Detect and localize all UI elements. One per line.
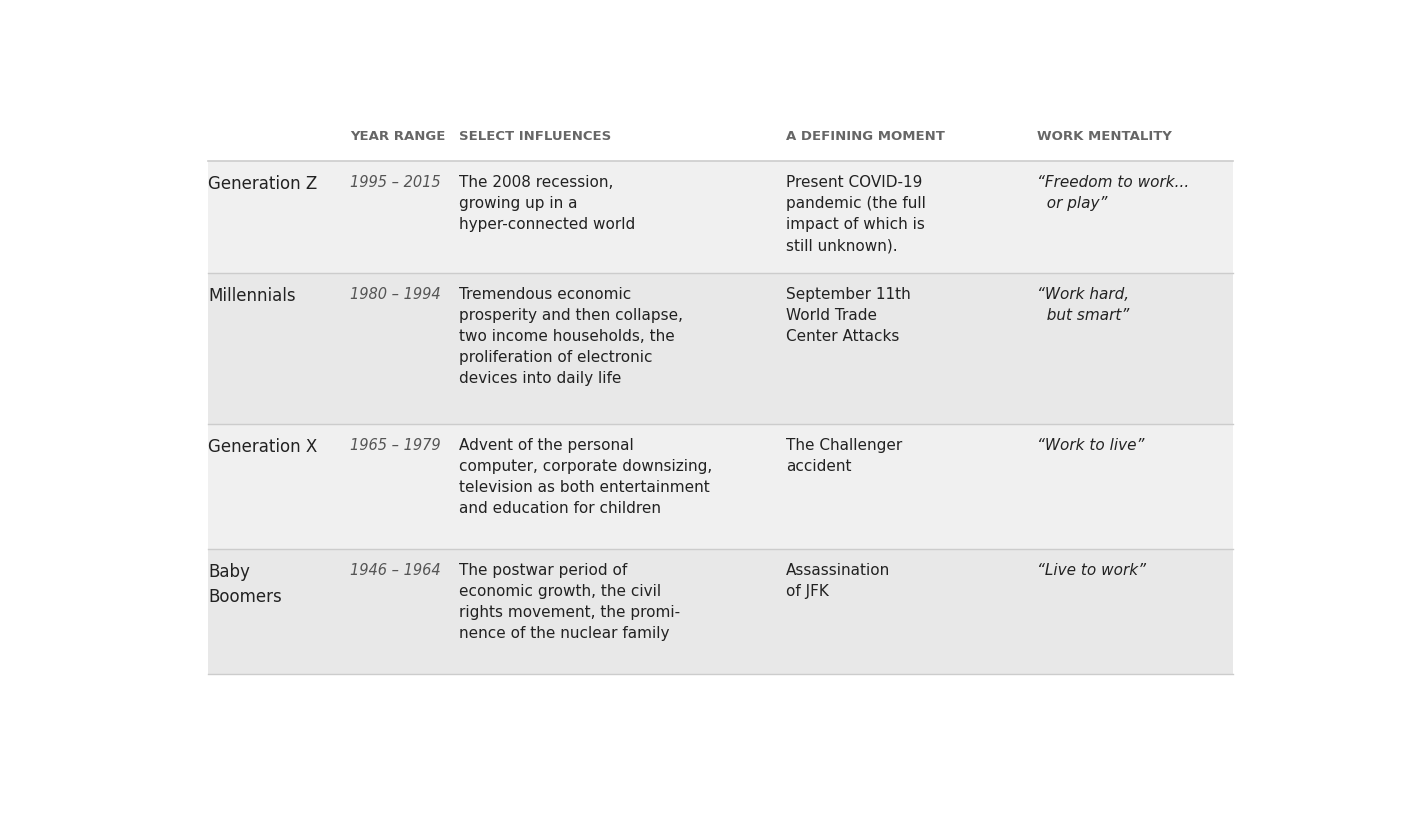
- Text: The postwar period of
economic growth, the civil
rights movement, the promi-
nen: The postwar period of economic growth, t…: [458, 563, 681, 641]
- Text: September 11th
World Trade
Center Attacks: September 11th World Trade Center Attack…: [786, 287, 911, 344]
- Text: The 2008 recession,
growing up in a
hyper-connected world: The 2008 recession, growing up in a hype…: [458, 175, 636, 232]
- Text: SELECT INFLUENCES: SELECT INFLUENCES: [458, 130, 612, 143]
- Text: Generation Z: Generation Z: [208, 175, 318, 193]
- Text: “Live to work”: “Live to work”: [1036, 563, 1146, 578]
- Text: “Work hard,
  but smart”: “Work hard, but smart”: [1036, 287, 1129, 323]
- Text: 1980 – 1994: 1980 – 1994: [350, 287, 440, 302]
- Text: Generation X: Generation X: [208, 438, 318, 456]
- Text: 1946 – 1964: 1946 – 1964: [350, 563, 440, 578]
- Text: Present COVID-19
pandemic (the full
impact of which is
still unknown).: Present COVID-19 pandemic (the full impa…: [786, 175, 925, 253]
- Text: 1965 – 1979: 1965 – 1979: [350, 438, 440, 453]
- Text: The Challenger
accident: The Challenger accident: [786, 438, 903, 474]
- FancyBboxPatch shape: [208, 161, 1233, 273]
- Text: Baby
Boomers: Baby Boomers: [208, 563, 283, 606]
- Text: YEAR RANGE: YEAR RANGE: [350, 130, 446, 143]
- Text: A DEFINING MOMENT: A DEFINING MOMENT: [786, 130, 945, 143]
- Text: 1995 – 2015: 1995 – 2015: [350, 175, 440, 190]
- Text: Tremendous economic
prosperity and then collapse,
two income households, the
pro: Tremendous economic prosperity and then …: [458, 287, 683, 387]
- Text: WORK MENTALITY: WORK MENTALITY: [1036, 130, 1171, 143]
- FancyBboxPatch shape: [208, 549, 1233, 674]
- Text: “Work to live”: “Work to live”: [1036, 438, 1144, 453]
- FancyBboxPatch shape: [208, 424, 1233, 549]
- Text: Assassination
of JFK: Assassination of JFK: [786, 563, 890, 599]
- Text: Advent of the personal
computer, corporate downsizing,
television as both entert: Advent of the personal computer, corpora…: [458, 438, 713, 516]
- Text: Millennials: Millennials: [208, 287, 297, 305]
- FancyBboxPatch shape: [208, 273, 1233, 424]
- Text: “Freedom to work...
  or play”: “Freedom to work... or play”: [1036, 175, 1189, 211]
